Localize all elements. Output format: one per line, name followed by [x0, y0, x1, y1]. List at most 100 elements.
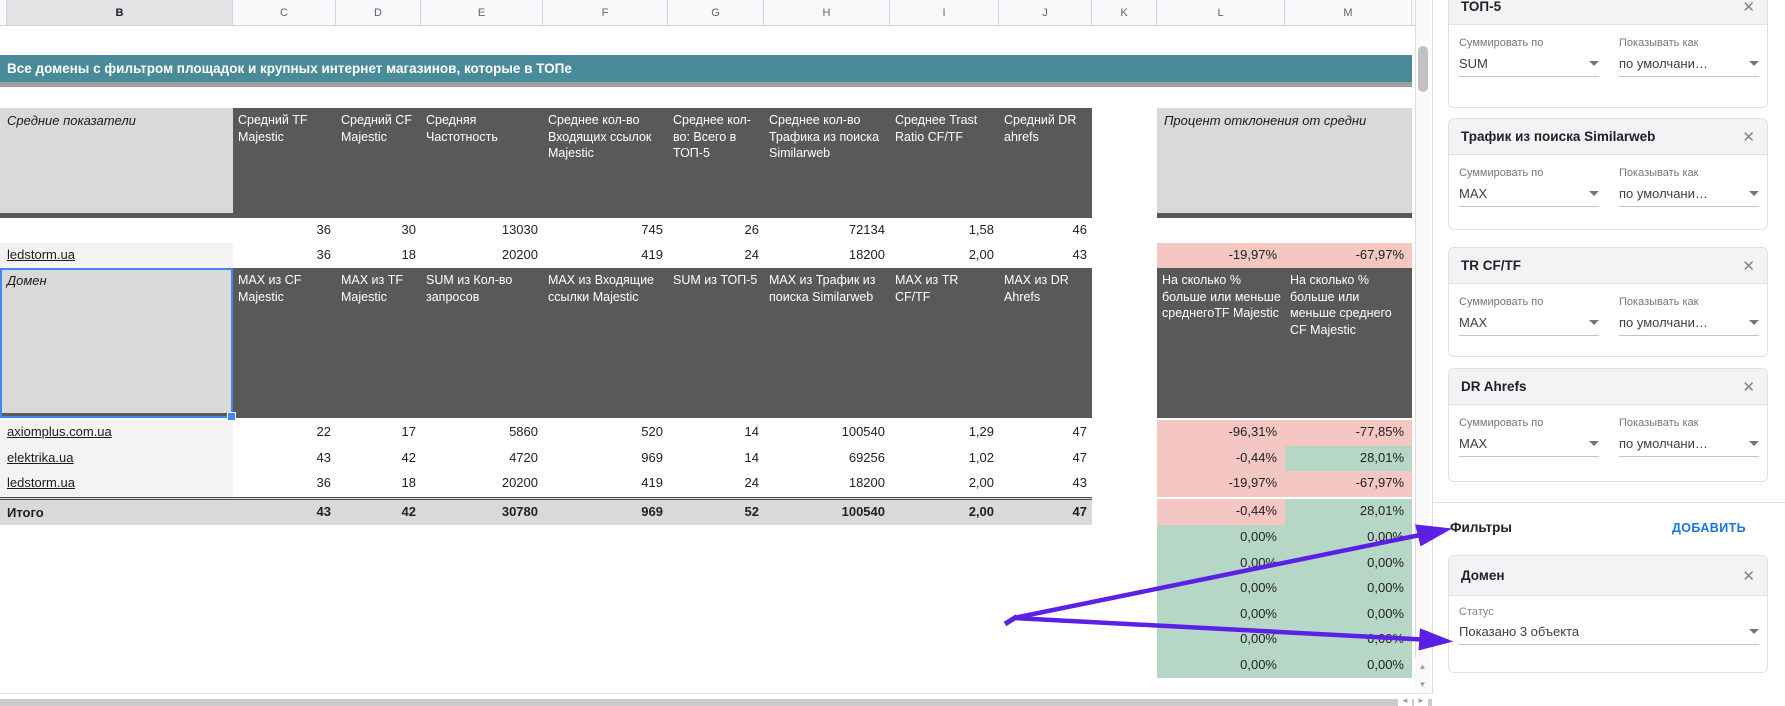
- avg-col-trast[interactable]: Среднее Trast Ratio CF/TF: [890, 108, 999, 218]
- close-icon[interactable]: ✕: [1742, 257, 1755, 275]
- cell[interactable]: 42: [336, 446, 421, 471]
- deviation-cell[interactable]: -67,97%: [1285, 471, 1412, 497]
- domain-link[interactable]: axiomplus.com.ua: [7, 424, 112, 439]
- scroll-right-button[interactable]: ►: [1414, 695, 1428, 706]
- column-header-H[interactable]: H: [764, 0, 890, 25]
- cell[interactable]: 18: [336, 243, 421, 268]
- close-icon[interactable]: ✕: [1742, 567, 1755, 585]
- cell[interactable]: 5860: [421, 420, 543, 446]
- column-header-E[interactable]: E: [421, 0, 543, 25]
- total-cell[interactable]: 2,00: [890, 500, 999, 525]
- summarize-by-dropdown[interactable]: MAX: [1459, 186, 1599, 207]
- cell[interactable]: 43: [233, 446, 336, 471]
- deviation-cell[interactable]: 28,01%: [1285, 499, 1412, 525]
- vertical-scrollbar-thumb[interactable]: [1418, 46, 1428, 92]
- cell[interactable]: 2,00: [890, 471, 999, 497]
- cell[interactable]: 14: [668, 446, 764, 471]
- avg-value[interactable]: 13030: [421, 218, 543, 243]
- avg-col-freq[interactable]: Средняя Частотность: [421, 108, 543, 218]
- cell[interactable]: 20200: [421, 471, 543, 497]
- domain-link[interactable]: ledstorm.ua: [7, 475, 75, 490]
- column-header-C[interactable]: C: [233, 0, 336, 25]
- total-cell[interactable]: 30780: [421, 500, 543, 525]
- deviation-cell[interactable]: -19,97%: [1157, 471, 1285, 497]
- total-cell[interactable]: 43: [233, 500, 336, 525]
- avg-col-tf[interactable]: Средний TF Majestic: [233, 108, 336, 218]
- summarize-by-dropdown[interactable]: MAX: [1459, 436, 1599, 457]
- vertical-scrollbar[interactable]: [1415, 0, 1430, 694]
- cell[interactable]: 47: [999, 446, 1092, 471]
- total-cell[interactable]: 42: [336, 500, 421, 525]
- avg-value[interactable]: 745: [543, 218, 668, 243]
- avg-value[interactable]: 26: [668, 218, 764, 243]
- cell[interactable]: 18200: [764, 243, 890, 268]
- deviation-cell[interactable]: 0,00%: [1285, 627, 1412, 653]
- cell[interactable]: 36: [233, 243, 336, 268]
- cell[interactable]: 36: [233, 471, 336, 497]
- cell[interactable]: 17: [336, 420, 421, 446]
- deviation-cell[interactable]: 28,01%: [1285, 446, 1412, 471]
- cell[interactable]: 520: [543, 420, 668, 446]
- deviation-col-tf[interactable]: На сколько % больше или меньше среднегоT…: [1157, 268, 1285, 418]
- close-icon[interactable]: ✕: [1742, 128, 1755, 146]
- cell[interactable]: 419: [543, 471, 668, 497]
- avg-value[interactable]: 36: [233, 218, 336, 243]
- deviation-title-cell[interactable]: Процент отклонения от средни: [1157, 108, 1412, 213]
- avg-value[interactable]: 30: [336, 218, 421, 243]
- show-as-dropdown[interactable]: по умолчани…: [1619, 436, 1759, 457]
- deviation-col-cf[interactable]: На сколько % больше или меньше среднего …: [1285, 268, 1412, 418]
- domain-link[interactable]: elektrika.ua: [7, 450, 73, 465]
- total-cell[interactable]: 969: [543, 500, 668, 525]
- horizontal-scrollbar[interactable]: [0, 699, 1432, 706]
- total-label-cell[interactable]: Итого: [0, 500, 233, 525]
- column-header-D[interactable]: D: [336, 0, 421, 25]
- scroll-up-button[interactable]: ▲: [1415, 658, 1430, 675]
- column-header-M[interactable]: M: [1285, 0, 1412, 25]
- deviation-cell[interactable]: 0,00%: [1285, 551, 1412, 577]
- status-dropdown[interactable]: Показано 3 объекта: [1459, 624, 1759, 645]
- cell[interactable]: 18: [336, 471, 421, 497]
- cell[interactable]: 14: [668, 420, 764, 446]
- cell[interactable]: 969: [543, 446, 668, 471]
- avg-col-traffic[interactable]: Среднее кол-во Трафика из поиска Similar…: [764, 108, 890, 218]
- column-header-B[interactable]: B: [7, 0, 233, 25]
- avg-col-cf[interactable]: Средний CF Majestic: [336, 108, 421, 218]
- cell[interactable]: 22: [233, 420, 336, 446]
- deviation-cell[interactable]: -0,44%: [1157, 446, 1285, 471]
- cell[interactable]: 43: [999, 243, 1092, 268]
- cell[interactable]: 24: [668, 243, 764, 268]
- add-filter-button[interactable]: ДОБАВИТЬ: [1672, 521, 1746, 535]
- show-as-dropdown[interactable]: по умолчани…: [1619, 315, 1759, 336]
- close-icon[interactable]: ✕: [1742, 378, 1755, 396]
- column-header-G[interactable]: G: [668, 0, 764, 25]
- column-header-J[interactable]: J: [999, 0, 1092, 25]
- cell[interactable]: 2,00: [890, 243, 999, 268]
- pivot-col-queries[interactable]: SUM из Кол-во запросов: [421, 268, 543, 418]
- domain-cell[interactable]: ledstorm.ua: [0, 471, 233, 497]
- cell[interactable]: 419: [543, 243, 668, 268]
- deviation-cell[interactable]: -77,85%: [1285, 420, 1412, 446]
- summarize-by-dropdown[interactable]: SUM: [1459, 56, 1599, 77]
- deviation-cell[interactable]: 0,00%: [1157, 627, 1285, 653]
- avg-col-backlinks[interactable]: Среднее кол-во Входящих ссылок Majestic: [543, 108, 668, 218]
- show-as-dropdown[interactable]: по умолчани…: [1619, 56, 1759, 77]
- column-header-I[interactable]: I: [890, 0, 999, 25]
- deviation-cell[interactable]: -67,97%: [1285, 243, 1412, 268]
- domain-cell[interactable]: elektrika.ua: [0, 446, 233, 471]
- deviation-cell[interactable]: 0,00%: [1285, 525, 1412, 551]
- deviation-cell[interactable]: 0,00%: [1157, 576, 1285, 602]
- sheet-banner[interactable]: Все домены с фильтром площадок и крупных…: [0, 55, 1412, 82]
- deviation-cell[interactable]: -19,97%: [1157, 243, 1285, 268]
- column-header-K[interactable]: K: [1092, 0, 1157, 25]
- summarize-by-dropdown[interactable]: MAX: [1459, 315, 1599, 336]
- pivot-corner-cell-domain[interactable]: Домен: [0, 268, 233, 413]
- avg-value[interactable]: 46: [999, 218, 1092, 243]
- cell[interactable]: 43: [999, 471, 1092, 497]
- close-icon[interactable]: ✕: [1742, 0, 1755, 16]
- total-cell[interactable]: 52: [668, 500, 764, 525]
- deviation-cell[interactable]: 0,00%: [1157, 653, 1285, 679]
- column-header-F[interactable]: F: [543, 0, 668, 25]
- pivot-col-cf[interactable]: MAX из CF Majestic: [233, 268, 336, 418]
- pivot-col-dr[interactable]: MAX из DR Ahrefs: [999, 268, 1092, 418]
- cell[interactable]: 18200: [764, 471, 890, 497]
